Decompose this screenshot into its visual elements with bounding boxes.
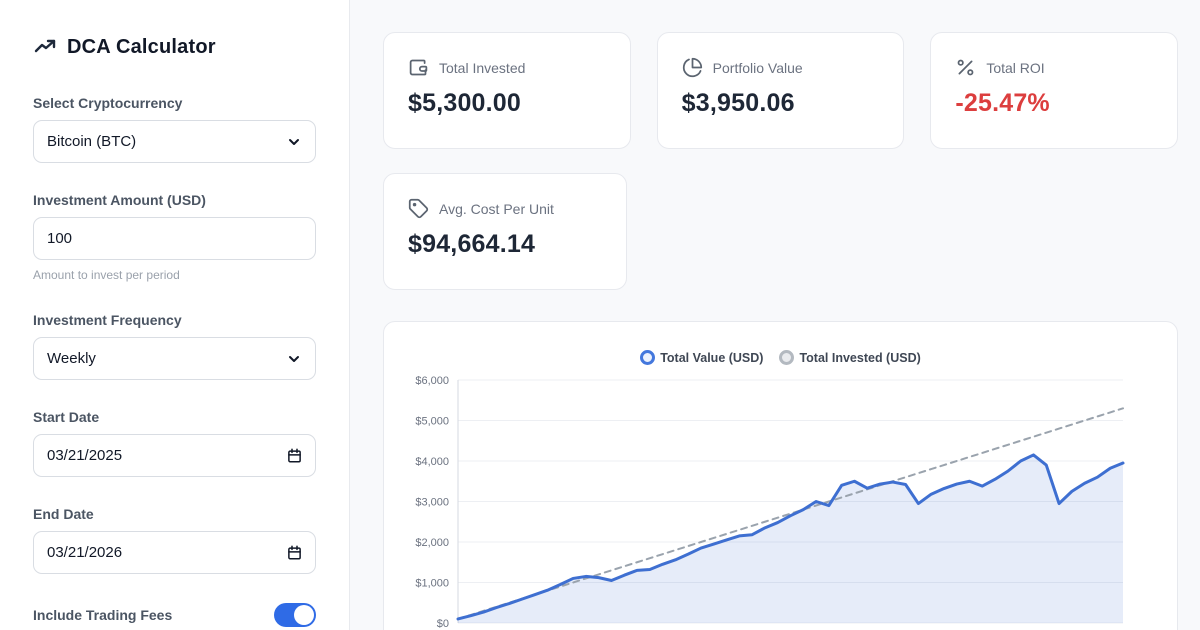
amount-helper-text: Amount to invest per period <box>33 268 180 282</box>
stat-value: $94,664.14 <box>408 230 536 258</box>
stat-label: Total Invested <box>439 59 526 76</box>
fees-toggle-row: Include Trading Fees <box>33 603 316 627</box>
fees-toggle-label: Include Trading Fees <box>33 607 173 623</box>
start-date-input[interactable]: 03/21/2025 <box>33 434 316 477</box>
stat-value: $3,950.06 <box>681 89 795 117</box>
crypto-selected-value: Bitcoin (BTC) <box>47 133 137 150</box>
legend-item-total-invested[interactable]: Total Invested (USD) <box>779 350 921 365</box>
end-date-input[interactable]: 03/21/2026 <box>33 531 316 574</box>
stat-card-total-invested: Total Invested $5,300.00 <box>383 32 631 149</box>
svg-text:$0: $0 <box>437 618 449 630</box>
svg-text:$5,000: $5,000 <box>415 416 449 428</box>
crypto-label: Select Cryptocurrency <box>33 95 183 111</box>
stat-value: $5,300.00 <box>408 89 522 117</box>
calendar-icon[interactable] <box>287 545 302 560</box>
svg-text:$2,000: $2,000 <box>415 537 449 549</box>
stat-card-portfolio-value: Portfolio Value $3,950.06 <box>656 32 905 149</box>
trending-up-icon <box>33 35 57 59</box>
frequency-label: Investment Frequency <box>33 312 182 328</box>
legend-label: Total Invested (USD) <box>799 350 921 365</box>
tag-icon <box>408 198 429 219</box>
start-date-value: 03/21/2025 <box>47 447 123 464</box>
svg-text:$1,000: $1,000 <box>415 578 449 590</box>
end-date-value: 03/21/2026 <box>47 544 123 561</box>
pie-chart-icon <box>682 57 703 78</box>
stat-label: Portfolio Value <box>712 59 803 76</box>
chart-legend: Total Value (USD) Total Invested (USD) <box>398 350 1163 365</box>
stat-label: Total ROI <box>986 59 1045 76</box>
stat-card-avg-cost: Avg. Cost Per Unit $94,664.14 <box>383 173 627 290</box>
wallet-icon <box>408 57 429 78</box>
legend-marker-blue <box>640 350 656 365</box>
stat-card-total-roi: Total ROI -25.47% <box>930 32 1179 149</box>
stats-row: Total Invested $5,300.00 Portfolio Value… <box>383 32 1179 149</box>
dca-chart-card: Total Value (USD) Total Invested (USD) $… <box>383 321 1178 630</box>
amount-label: Investment Amount (USD) <box>33 192 206 208</box>
main-content: Total Invested $5,300.00 Portfolio Value… <box>350 0 1200 630</box>
percent-icon <box>955 57 976 78</box>
end-date-label: End Date <box>33 506 94 522</box>
page-title: DCA Calculator <box>67 35 216 58</box>
toggle-knob <box>294 605 314 625</box>
frequency-selected-value: Weekly <box>47 350 96 367</box>
chevron-down-icon <box>289 355 299 362</box>
frequency-select[interactable]: Weekly <box>33 337 316 380</box>
sidebar: DCA Calculator Select Cryptocurrency Bit… <box>0 0 350 630</box>
app-title: DCA Calculator <box>33 35 316 59</box>
legend-marker-gray <box>779 350 795 365</box>
legend-label: Total Value (USD) <box>660 350 764 365</box>
stat-label: Avg. Cost Per Unit <box>439 200 554 217</box>
crypto-select[interactable]: Bitcoin (BTC) <box>33 120 316 163</box>
svg-text:$4,000: $4,000 <box>415 456 449 468</box>
fees-toggle-switch[interactable] <box>274 603 316 627</box>
svg-text:$6,000: $6,000 <box>415 375 449 387</box>
amount-input[interactable]: 100 <box>33 217 316 260</box>
calendar-icon[interactable] <box>287 448 302 463</box>
start-date-label: Start Date <box>33 409 100 425</box>
chevron-down-icon <box>289 138 299 145</box>
dca-line-chart[interactable]: $6,000 $5,000 $4,000 $3,000 $2,000 $1,000 $0 <box>398 373 1163 630</box>
legend-item-total-value[interactable]: Total Value (USD) <box>640 350 763 365</box>
amount-value: 100 <box>47 230 73 247</box>
stat-value-roi: -25.47% <box>955 89 1050 117</box>
svg-text:$3,000: $3,000 <box>415 497 449 509</box>
